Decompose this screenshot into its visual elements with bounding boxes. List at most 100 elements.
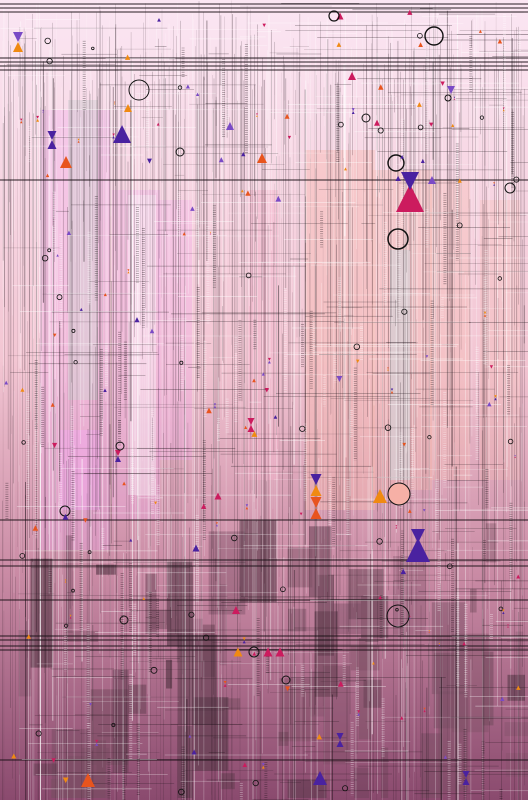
triangle-icon (457, 178, 462, 183)
tinted-column (68, 100, 98, 400)
triangle-icon (284, 113, 290, 119)
triangle-icon (516, 574, 521, 579)
triangle-icon (348, 72, 356, 80)
triangle-icon (261, 372, 265, 376)
circle-icon (73, 360, 78, 365)
triangle-icon (411, 529, 425, 543)
hourglass-top (390, 388, 394, 391)
hourglass-top (507, 624, 509, 626)
triangle-icon (275, 647, 285, 657)
triangle-icon (81, 773, 95, 787)
circle-icon (513, 176, 520, 183)
circle-icon (497, 276, 502, 281)
hourglass-icon (453, 96, 456, 100)
triangle-icon (122, 481, 126, 486)
triangle-icon (428, 176, 436, 184)
dark-block (177, 725, 193, 798)
triangle-icon (257, 153, 267, 163)
hourglass-top (261, 763, 265, 766)
circle-icon (56, 294, 63, 301)
hourglass-bottom (13, 42, 23, 52)
triangle-icon (497, 38, 503, 44)
triangle-icon (201, 503, 207, 509)
hourglass-bottom (494, 397, 497, 401)
triangle-icon (195, 92, 200, 96)
circle-icon (203, 634, 210, 641)
dark-block (145, 573, 157, 634)
dark-block (310, 671, 325, 717)
triangle-icon (113, 125, 131, 143)
triangle-icon (149, 328, 155, 334)
circle-icon (150, 666, 158, 674)
triangle-icon (425, 355, 429, 358)
circle-icon (47, 248, 52, 253)
circle-icon (417, 32, 423, 39)
triangle-icon (103, 388, 107, 393)
triangle-icon (262, 23, 266, 28)
triangle-icon (242, 762, 248, 768)
circle-icon (177, 85, 183, 90)
triangle-icon (407, 9, 413, 15)
hourglass-bottom (42, 111, 44, 113)
hourglass-top (462, 771, 470, 778)
hourglass-bottom (502, 611, 505, 614)
hourglass-icon (213, 403, 217, 409)
triangle-icon (52, 442, 58, 449)
hourglass-top (112, 133, 115, 136)
hourglass-bottom (310, 508, 322, 519)
circle-icon (179, 360, 184, 365)
circle-icon (361, 113, 371, 123)
hourglass-top (13, 32, 23, 42)
hourglass-icon (36, 115, 40, 122)
hourglass-top (351, 108, 355, 112)
dark-block (288, 608, 307, 632)
triangle-icon (447, 86, 455, 94)
dark-block (96, 564, 116, 575)
hourglass-icon (507, 624, 509, 628)
hourglass-bottom (47, 140, 57, 149)
triangle-icon (275, 195, 282, 202)
hourglass-top (395, 525, 398, 527)
circle-icon (64, 623, 69, 628)
dark-block (507, 674, 525, 701)
triangle-icon (129, 538, 133, 542)
circle-icon (46, 58, 53, 65)
circle-icon (87, 550, 92, 554)
circle-icon (353, 343, 360, 350)
triangle-icon (251, 430, 258, 437)
tinted-column (158, 200, 192, 460)
triangle-icon (378, 595, 382, 600)
triangle-icon (401, 172, 419, 190)
hourglass-icon (112, 133, 115, 139)
triangle-icon (416, 102, 422, 107)
hourglass-bottom (256, 115, 258, 117)
dark-block (483, 651, 494, 726)
hourglass-bottom (114, 103, 116, 105)
hourglass-bottom (453, 98, 456, 100)
hourglass-icon (351, 108, 355, 115)
triangle-icon (103, 293, 107, 297)
hourglass-top (209, 231, 212, 234)
triangle-icon (420, 159, 425, 163)
triangle-icon (429, 122, 434, 127)
dark-block (33, 763, 58, 776)
dark-block (166, 659, 173, 689)
circle-icon (424, 26, 444, 46)
hourglass-icon (261, 763, 265, 769)
triangle-icon (313, 771, 327, 785)
hourglass-bottom (357, 713, 361, 716)
triangle-icon (400, 155, 404, 159)
circle-icon (248, 646, 260, 658)
circle-icon (111, 723, 116, 728)
hourglass-top (215, 522, 218, 525)
hourglass-bottom (483, 314, 487, 317)
circle-icon (128, 79, 150, 101)
hourglass-top (20, 118, 23, 121)
hourglass-top (494, 395, 497, 398)
circle-icon (395, 608, 399, 612)
triangle-icon (285, 686, 291, 692)
hourglass-bottom (390, 390, 394, 394)
dark-block (393, 556, 427, 635)
circle-icon (178, 788, 185, 796)
circle-icon (21, 440, 26, 445)
